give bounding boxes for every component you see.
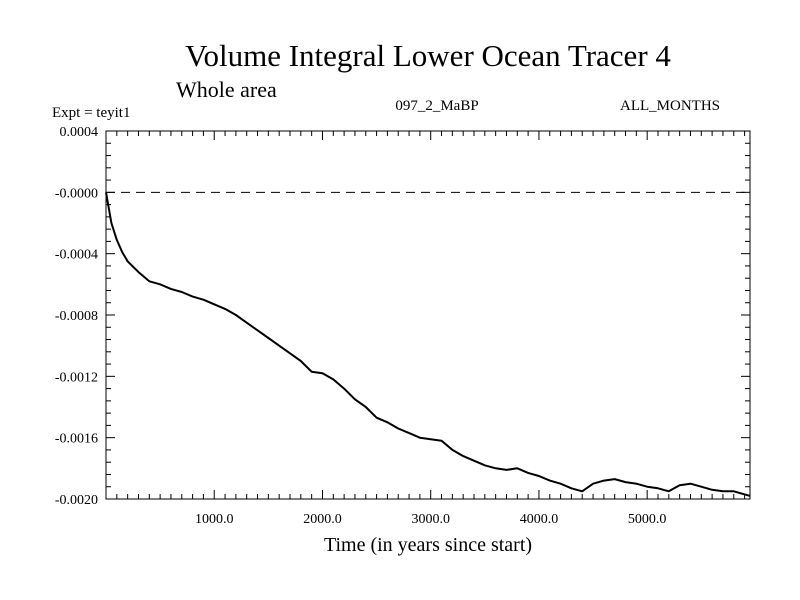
period-label: 097_2_MaBP xyxy=(395,98,479,114)
y-tick-label: -0.0008 xyxy=(55,309,98,324)
y-tick-label: -0.0020 xyxy=(55,493,98,508)
y-tick-label: -0.0012 xyxy=(55,370,98,385)
season-label: ALL_MONTHS xyxy=(620,98,720,114)
y-tick-label: -0.0016 xyxy=(55,432,98,447)
plot-frame xyxy=(105,130,751,500)
experiment-label: Expt = teyit1 xyxy=(52,105,131,121)
x-tick-label: 3000.0 xyxy=(411,512,450,527)
y-tick-label: -0.0000 xyxy=(55,186,98,201)
x-tick-label: 2000.0 xyxy=(303,512,342,527)
series-line xyxy=(105,192,751,497)
x-tick-label: 1000.0 xyxy=(195,512,234,527)
x-axis-label: Time (in years since start) xyxy=(323,534,533,556)
x-tick-label: 4000.0 xyxy=(520,512,559,527)
y-tick-label: -0.0004 xyxy=(55,248,98,263)
chart-subtitle: Whole area xyxy=(176,77,277,102)
chart-title: Volume Integral Lower Ocean Tracer 4 xyxy=(185,38,671,73)
x-tick-label: 5000.0 xyxy=(628,512,667,527)
y-tick-label: 0.0004 xyxy=(60,125,99,140)
